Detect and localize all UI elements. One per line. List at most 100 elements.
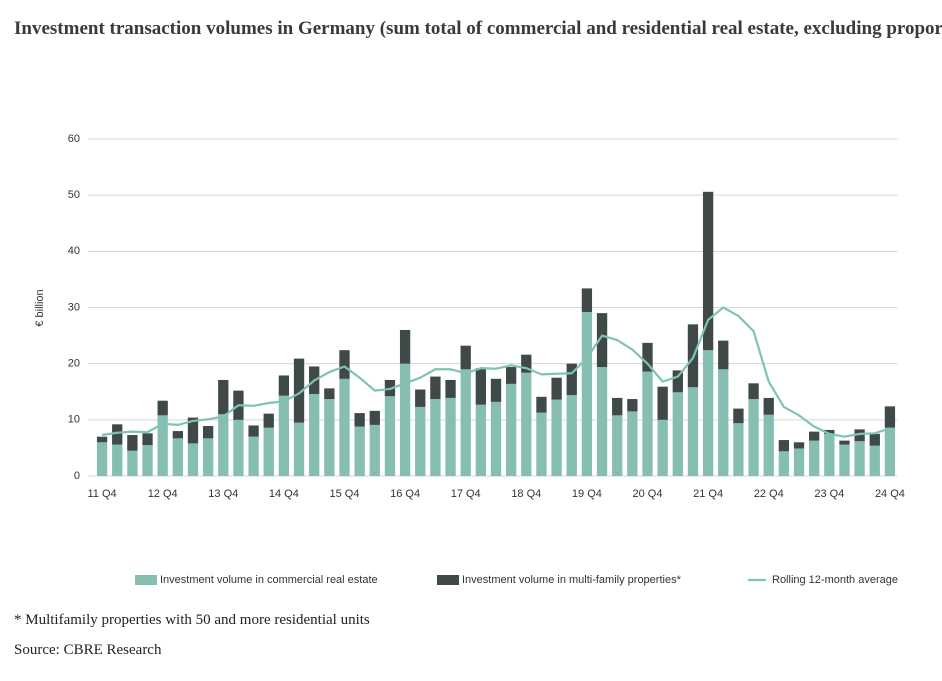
bar (460, 369, 471, 476)
bar (505, 383, 517, 476)
bar (824, 433, 835, 476)
bar (809, 440, 820, 476)
bar (354, 413, 365, 427)
x-tick-label: 19 Q4 (572, 488, 602, 500)
bar (187, 417, 199, 444)
bar (824, 429, 835, 434)
footnote: * Multifamily properties with 50 and mor… (14, 612, 370, 628)
bar (854, 441, 865, 476)
bar (566, 363, 577, 396)
bar (369, 410, 380, 425)
bar (854, 429, 865, 442)
bar (475, 368, 487, 405)
bar (445, 397, 456, 476)
bar (718, 340, 729, 370)
legend-label: Investment volume in commercial real est… (160, 574, 378, 586)
bar (490, 401, 502, 476)
bar (218, 379, 229, 415)
bar (778, 440, 790, 452)
bar (612, 415, 623, 476)
bar (202, 426, 214, 439)
bar (460, 345, 471, 370)
bar (839, 444, 850, 476)
bar (702, 350, 714, 476)
bar (354, 426, 365, 476)
bar (733, 408, 744, 424)
bar (248, 436, 259, 476)
bar (187, 443, 199, 476)
legend-swatch (437, 575, 459, 585)
bar (293, 422, 305, 476)
bar (399, 329, 411, 364)
bar (430, 399, 441, 476)
bar (339, 350, 350, 379)
legend-label: Rolling 12-month average (772, 574, 898, 586)
bar (551, 377, 562, 400)
bar (566, 395, 577, 476)
x-tick-label: 22 Q4 (754, 488, 784, 500)
bar (672, 370, 683, 393)
bar (702, 191, 714, 351)
y-tick-label: 10 (68, 414, 80, 426)
legend-label: Investment volume in multi-family proper… (462, 574, 682, 586)
bar (793, 442, 805, 449)
line (101, 306, 891, 438)
bar (233, 419, 244, 476)
bar (112, 424, 123, 445)
bar (536, 396, 547, 413)
bar (172, 431, 183, 439)
x-tick-label: 18 Q4 (511, 488, 541, 500)
y-tick-label: 0 (74, 470, 80, 482)
bar (763, 414, 774, 476)
bar (96, 436, 108, 443)
bar (581, 311, 593, 476)
bar (475, 404, 487, 476)
bar (430, 376, 441, 400)
bar (657, 386, 668, 420)
bar (415, 406, 426, 476)
x-tick-label: 24 Q4 (875, 488, 905, 500)
bar (278, 375, 290, 396)
x-tick-label: 20 Q4 (633, 488, 663, 500)
bar (399, 363, 411, 476)
y-tick-label: 40 (68, 245, 80, 257)
bar (793, 448, 805, 476)
y-tick-label: 60 (68, 133, 80, 145)
bar (324, 388, 335, 400)
bar (293, 358, 305, 423)
x-tick-label: 14 Q4 (269, 488, 299, 500)
bar (263, 413, 274, 428)
bar (521, 354, 532, 373)
x-tick-label: 15 Q4 (330, 488, 360, 500)
x-tick-label: 23 Q4 (814, 488, 844, 500)
bar (369, 424, 380, 476)
bar (869, 445, 880, 476)
bar (642, 342, 653, 372)
x-tick-label: 17 Q4 (451, 488, 481, 500)
bar (884, 406, 896, 428)
bar (127, 434, 138, 451)
bar (627, 411, 638, 476)
bar (505, 367, 517, 384)
bar (445, 379, 456, 398)
chart-title: Investment transaction volumes in German… (14, 18, 942, 39)
bar (263, 427, 274, 476)
bar (642, 371, 653, 476)
bar (612, 397, 623, 416)
bar (778, 451, 790, 476)
bar (657, 419, 668, 476)
bar (142, 433, 153, 446)
x-tick-label: 21 Q4 (693, 488, 723, 500)
bar (596, 367, 608, 476)
bar (521, 372, 532, 476)
bar (672, 392, 683, 476)
x-tick-label: 13 Q4 (208, 488, 238, 500)
bar (809, 431, 820, 441)
bar (748, 399, 759, 476)
bar (96, 442, 108, 476)
bar (172, 438, 183, 476)
bar (157, 415, 168, 476)
y-tick-label: 20 (68, 358, 80, 370)
bar (748, 383, 759, 400)
